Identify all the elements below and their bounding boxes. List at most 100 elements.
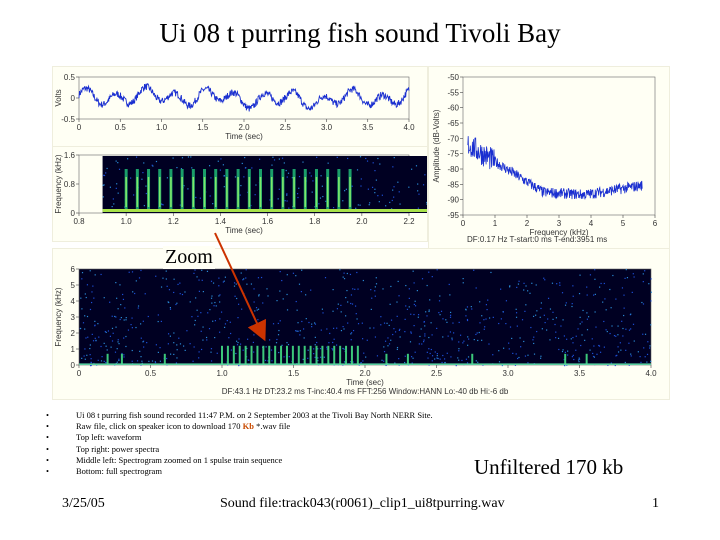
- noise-speck: [258, 294, 260, 296]
- noise-speck: [374, 188, 376, 190]
- noise-speck: [508, 342, 510, 344]
- noise-speck: [90, 301, 93, 304]
- noise-speck: [258, 295, 260, 297]
- noise-speck: [384, 340, 387, 342]
- noise-speck: [339, 269, 341, 271]
- noise-speck: [424, 335, 426, 337]
- noise-speck: [482, 364, 484, 366]
- pulse-core: [349, 177, 351, 207]
- noise-speck: [642, 333, 644, 335]
- noise-speck: [342, 325, 344, 328]
- pulse-mark: [321, 345, 324, 365]
- noise-speck: [578, 357, 580, 359]
- noise-speck: [414, 300, 416, 302]
- noise-speck: [86, 354, 88, 356]
- noise-speck: [446, 352, 448, 354]
- noise-speck: [286, 176, 288, 178]
- pulse-core: [248, 177, 251, 207]
- noise-speck: [179, 343, 182, 345]
- noise-speck: [345, 188, 348, 190]
- noise-speck: [342, 200, 344, 202]
- noise-speck: [251, 325, 253, 327]
- y-tick-label: 6: [71, 265, 76, 274]
- download-link[interactable]: Kb: [242, 421, 254, 432]
- x-tick-label: 2.5: [280, 123, 292, 132]
- noise-speck: [593, 294, 595, 296]
- noise-speck: [541, 328, 543, 330]
- noise-speck: [299, 334, 301, 336]
- noise-speck: [483, 319, 485, 321]
- noise-speck: [567, 354, 569, 356]
- noise-speck: [360, 185, 362, 187]
- footer-date: 3/25/05: [62, 496, 105, 511]
- noise-speck: [470, 306, 472, 308]
- noise-speck: [155, 160, 158, 163]
- noise-speck: [449, 311, 452, 314]
- noise-speck: [410, 331, 412, 333]
- noise-speck: [536, 310, 538, 312]
- noise-speck: [612, 274, 614, 277]
- noise-speck: [540, 302, 542, 304]
- noise-speck: [151, 360, 154, 362]
- pulse-core: [147, 177, 150, 207]
- noise-speck: [89, 347, 91, 350]
- noise-speck: [125, 319, 127, 321]
- noise-speck: [572, 342, 574, 344]
- noise-speck: [298, 187, 300, 189]
- noise-speck: [518, 356, 520, 359]
- pulse-mark: [232, 345, 235, 365]
- noise-speck: [326, 328, 328, 330]
- noise-speck: [114, 315, 116, 318]
- noise-speck: [561, 292, 564, 294]
- noise-speck: [197, 315, 199, 317]
- noise-speck: [175, 362, 178, 364]
- noise-speck: [362, 360, 364, 362]
- noise-speck: [383, 322, 386, 324]
- noise-speck: [243, 293, 245, 295]
- noise-speck: [313, 348, 315, 350]
- noise-speck: [237, 317, 239, 319]
- noise-speck: [626, 277, 629, 279]
- noise-speck: [524, 355, 527, 357]
- noise-speck: [319, 347, 322, 350]
- noise-speck: [498, 350, 500, 352]
- noise-speck: [192, 360, 194, 362]
- noise-speck: [565, 302, 567, 304]
- noise-speck: [329, 332, 331, 335]
- noise-speck: [621, 287, 624, 289]
- noise-speck: [246, 283, 248, 285]
- noise-speck: [359, 156, 362, 158]
- x-tick-label: 0.8: [73, 217, 85, 226]
- noise-speck: [259, 158, 261, 160]
- noise-speck: [424, 174, 426, 176]
- noise-speck: [505, 322, 507, 325]
- noise-speck: [322, 312, 324, 314]
- noise-speck: [135, 280, 137, 282]
- noise-speck: [143, 205, 145, 207]
- noise-speck: [317, 348, 319, 350]
- noise-speck: [340, 311, 342, 313]
- noise-speck: [167, 343, 169, 345]
- noise-speck: [600, 282, 602, 285]
- noise-speck: [281, 344, 283, 346]
- noise-speck: [398, 191, 400, 193]
- noise-speck: [291, 177, 293, 179]
- y-tick-label: 0.5: [64, 73, 76, 82]
- noise-speck: [243, 278, 245, 280]
- noise-speck: [605, 329, 607, 331]
- noise-speck: [449, 294, 451, 296]
- x-tick-label: 1.6: [262, 217, 274, 226]
- pulse-core: [158, 177, 161, 207]
- noise-speck: [181, 157, 184, 159]
- noise-speck: [475, 287, 477, 289]
- noise-speck: [397, 280, 399, 283]
- noise-speck: [552, 318, 554, 320]
- noise-speck: [386, 322, 388, 324]
- noise-speck: [580, 344, 582, 347]
- noise-speck: [345, 315, 347, 317]
- noise-speck: [115, 160, 117, 162]
- noise-speck: [461, 359, 463, 362]
- noise-speck: [250, 283, 253, 285]
- noise-speck: [556, 283, 558, 285]
